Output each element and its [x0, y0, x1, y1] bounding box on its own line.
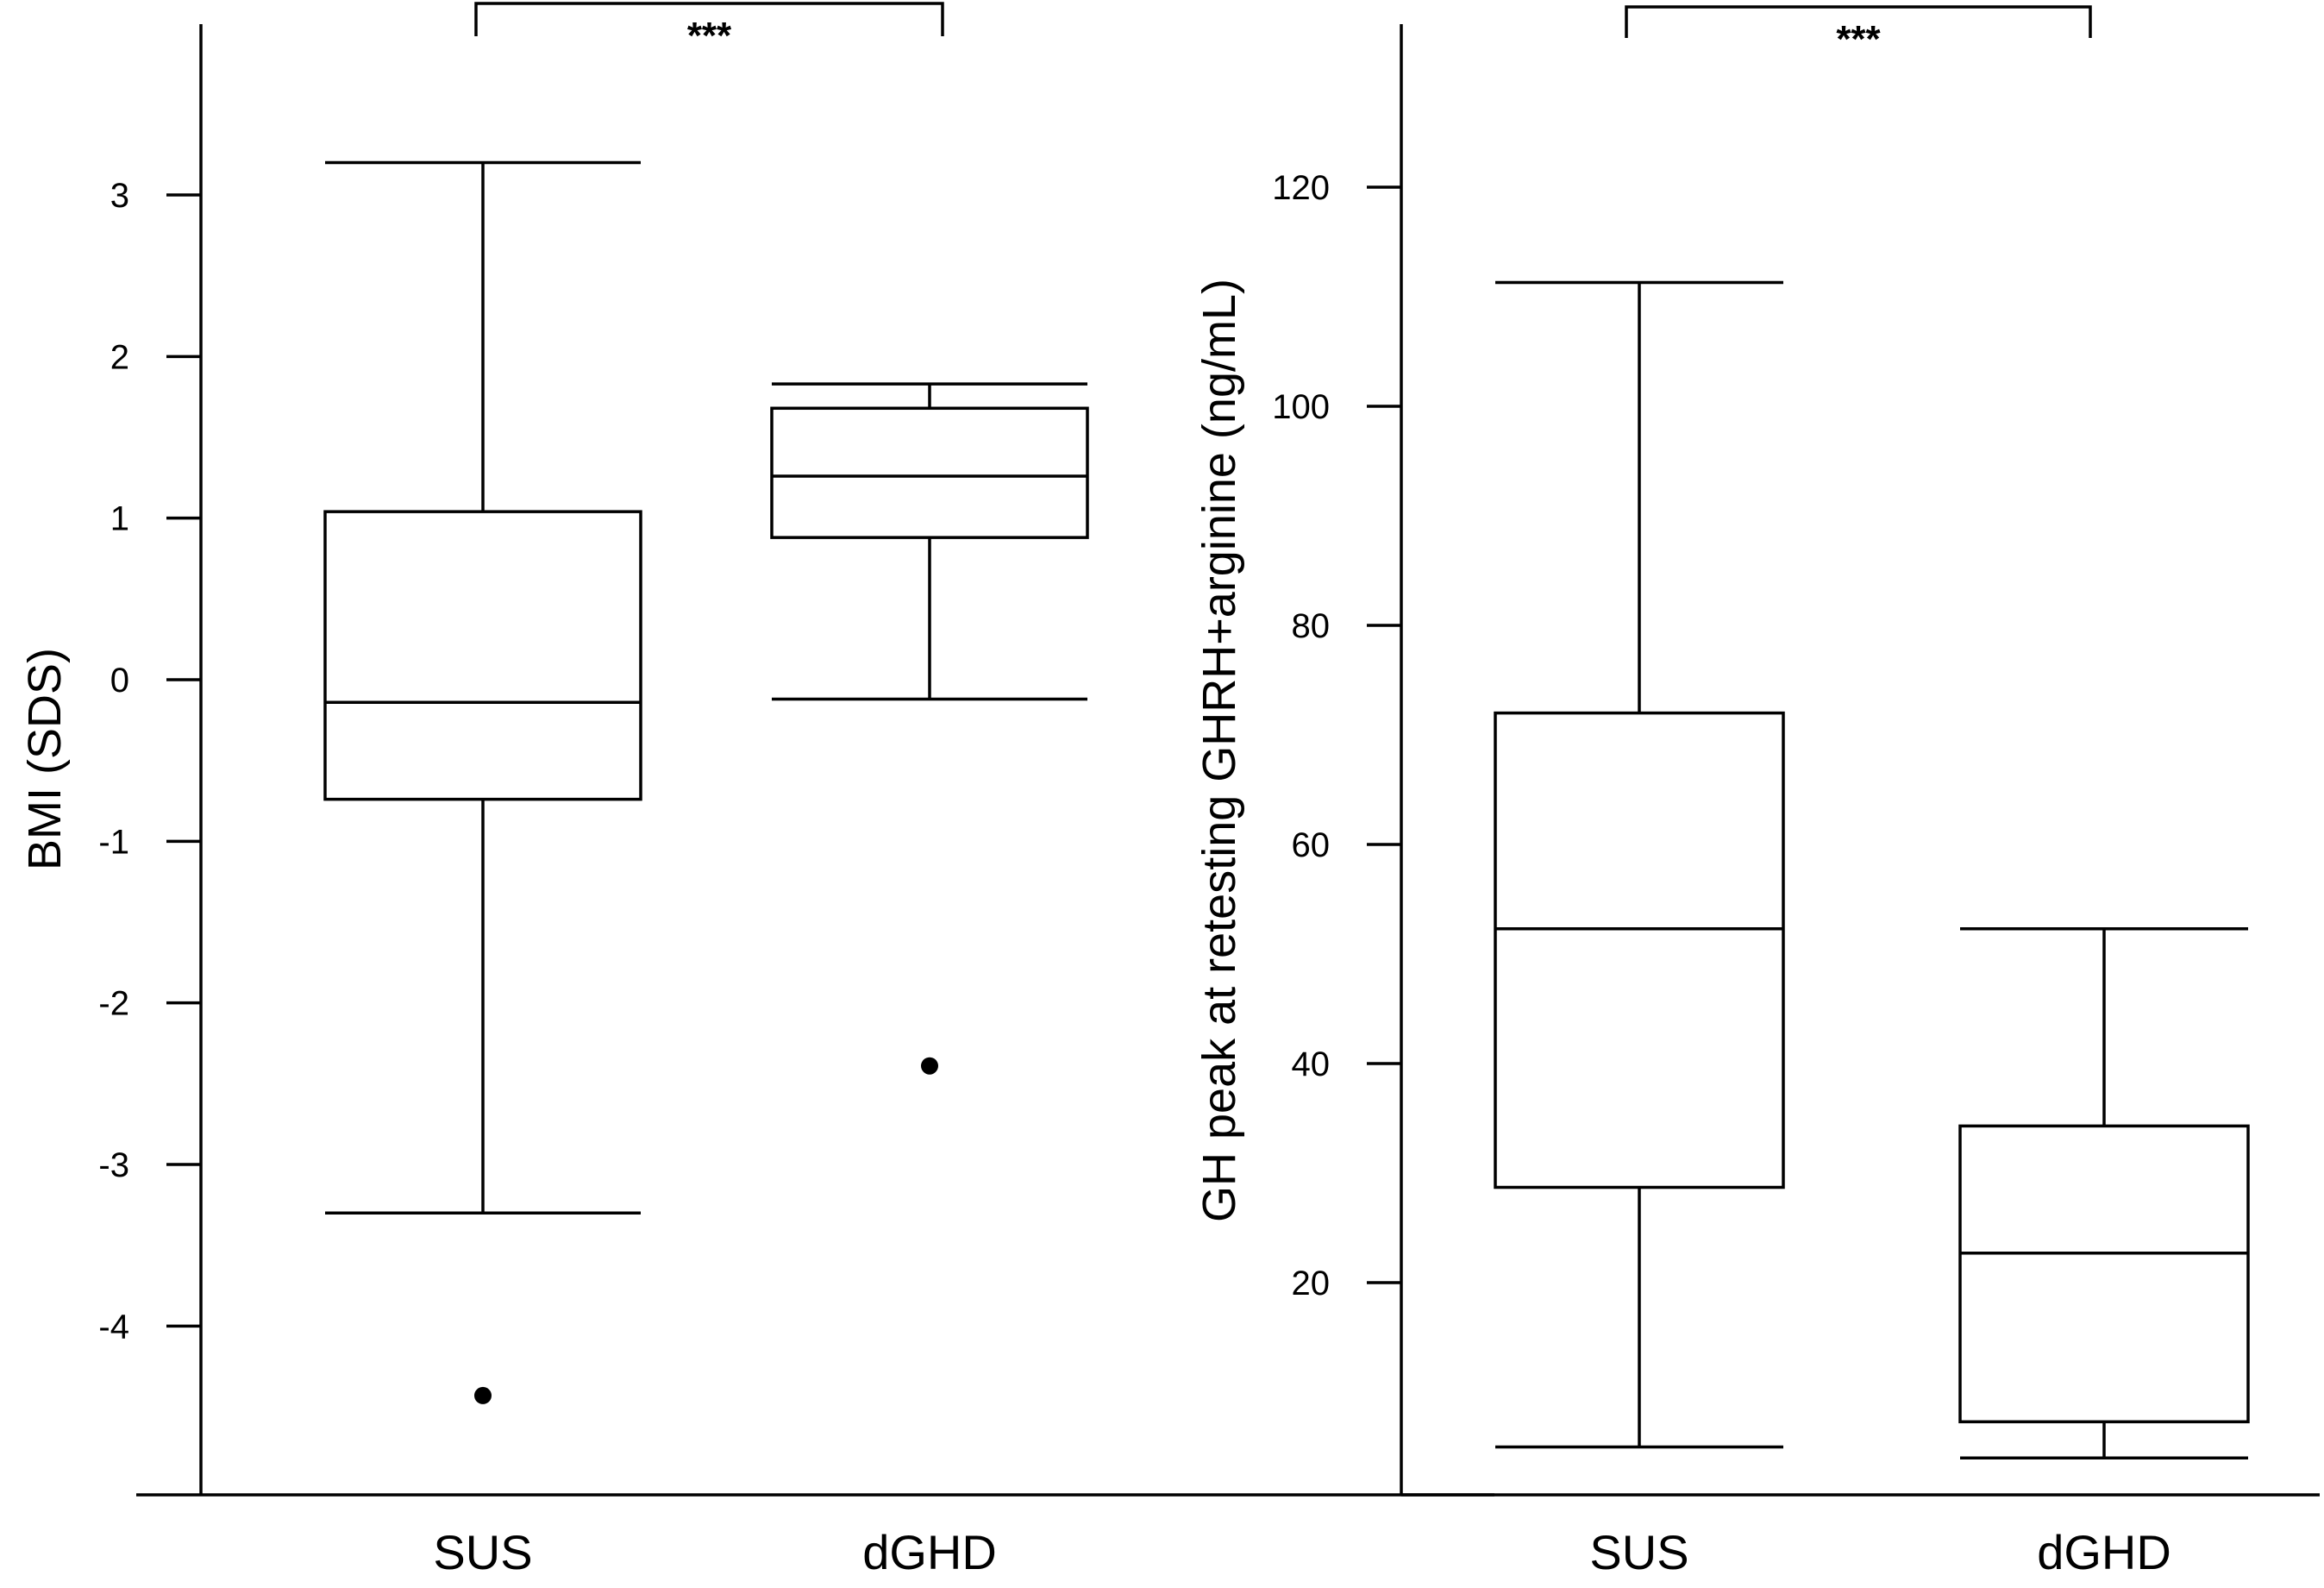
significance-label: *** [687, 15, 732, 57]
dghd-outlier-0 [921, 1057, 938, 1075]
y-tick-label-4: -4 [98, 1308, 129, 1346]
y-tick-label-0: 0 [110, 662, 129, 700]
y-tick-label-2: 2 [110, 338, 129, 376]
gh-peak-box-plot-panel: 20 40 60 80 100 120 GH peak at retesting GHRH+… [1193, 5, 2320, 1579]
y-tick-label-20: 20 [1292, 1265, 1331, 1302]
sus-outlier-0 [474, 1386, 492, 1404]
dghd-box [1958, 1124, 2250, 1424]
y-tick-label-100: 100 [1272, 388, 1330, 426]
y-tick-label-80: 80 [1292, 607, 1331, 645]
significance-label: *** [1836, 18, 1881, 60]
y-tick-label-3: -3 [98, 1146, 129, 1184]
dghd-box [770, 406, 1089, 539]
y-tick-label-1: -1 [98, 823, 129, 861]
x-category-label-sus: SUS [433, 1525, 532, 1579]
significance-bracket [474, 2, 944, 36]
x-category-label-sus: SUS [1589, 1525, 1688, 1579]
y-tick-label-2: -2 [98, 985, 129, 1023]
y-axis-title: GH peak at retesting GHRH+arginine (ng/m… [1193, 279, 1245, 1222]
sus-box [1494, 711, 1785, 1189]
y-tick-label-1: 1 [110, 500, 129, 538]
y-axis-title: BMI (SDS) [19, 648, 71, 870]
y-tick-label-120: 120 [1272, 169, 1330, 207]
y-tick-label-40: 40 [1292, 1045, 1331, 1083]
x-category-label-dghd: dGHD [862, 1525, 997, 1579]
y-tick-label-60: 60 [1292, 826, 1331, 864]
sus-box [323, 510, 642, 801]
significance-bracket [1625, 5, 2092, 38]
bmi-box-plot-panel: -4 -3 -2 -1 0 1 2 3 BMI (SDS) SUS dGHD *** [19, 2, 1494, 1579]
x-category-label-dghd: dGHD [2037, 1525, 2171, 1579]
y-tick-label-3: 3 [110, 177, 129, 215]
